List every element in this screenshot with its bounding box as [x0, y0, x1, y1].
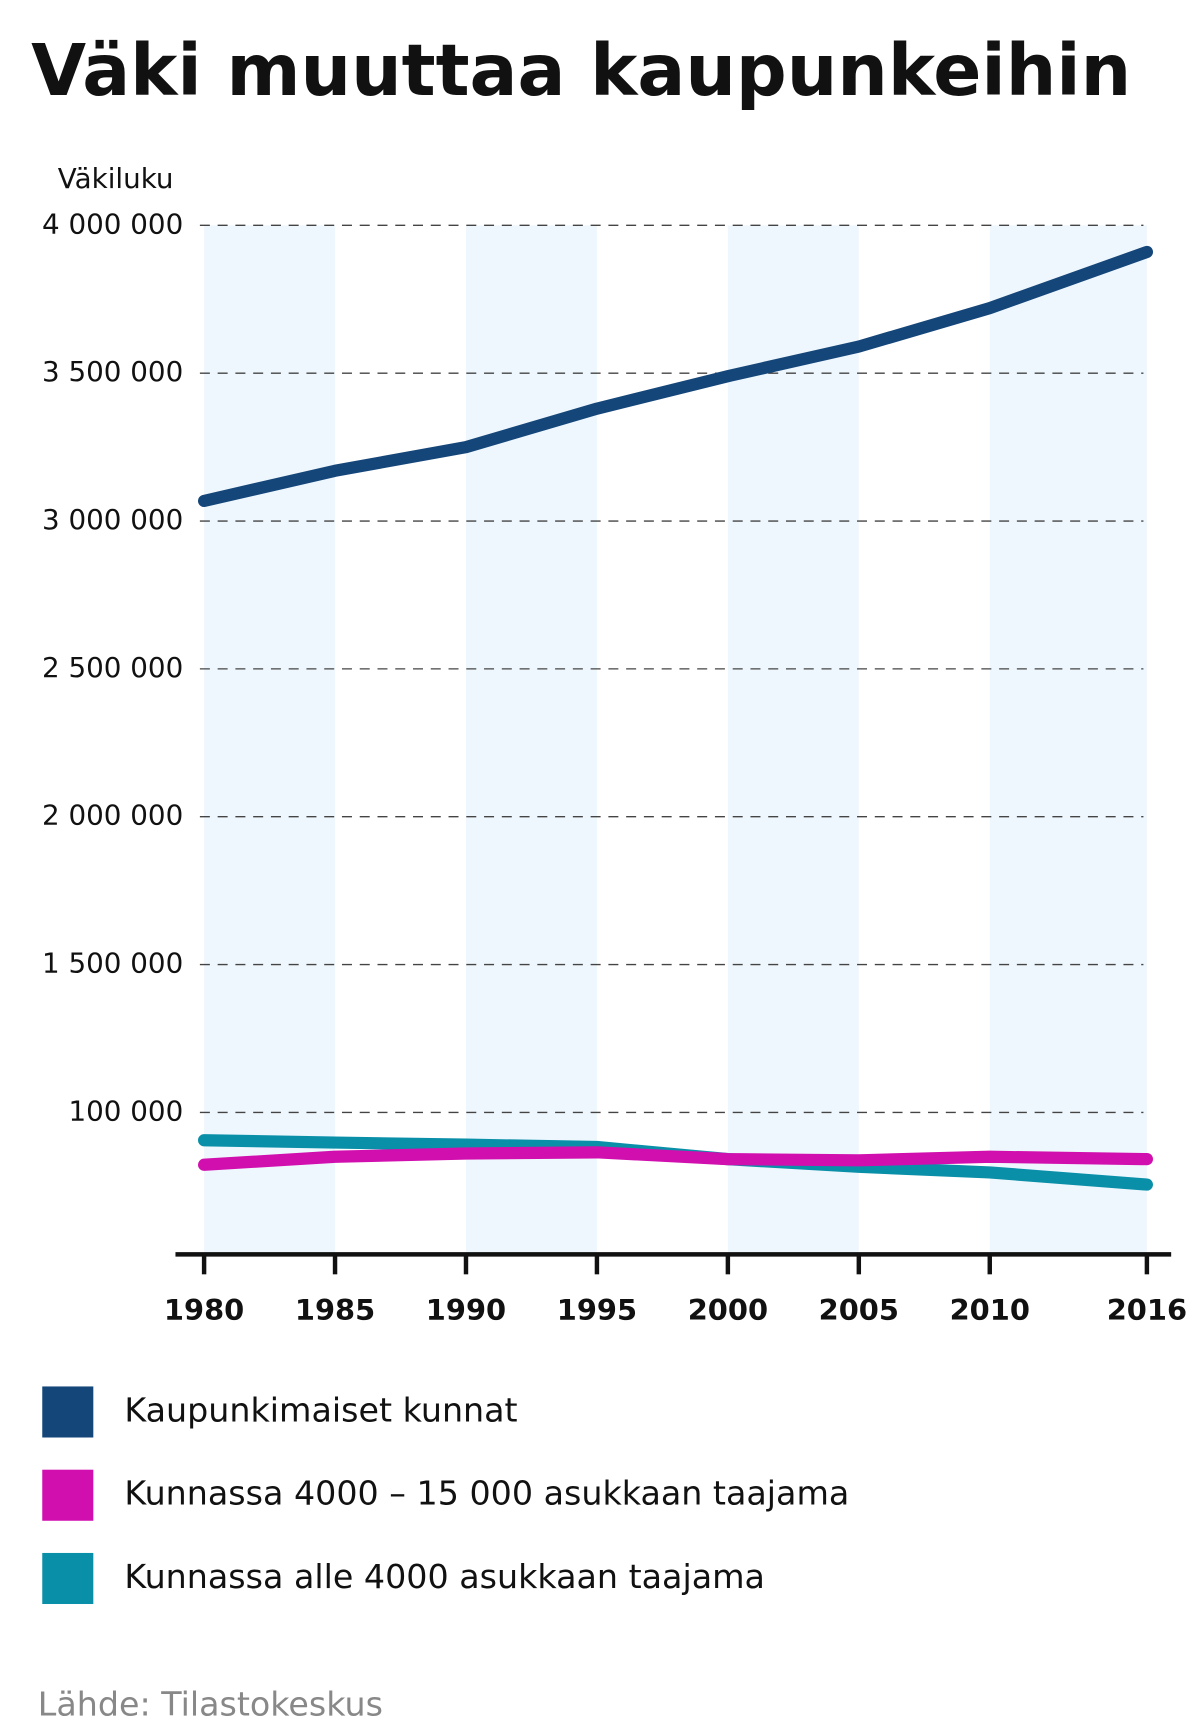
- x-tick-label: 1990: [426, 1293, 506, 1327]
- legend-label: Kunnassa alle 4000 asukkaan taajama: [124, 1557, 765, 1596]
- x-tick-label: 2005: [819, 1293, 899, 1327]
- series-line: [197, 1146, 1153, 1171]
- y-tick-label: 4 000 000: [42, 207, 183, 240]
- band: [204, 225, 336, 1255]
- legend-label: Kaupunkimaiset kunnat: [124, 1390, 517, 1429]
- y-tick-label: 2 000 000: [42, 799, 183, 832]
- source: Lähde: Tilastokeskus: [38, 1685, 383, 1724]
- y-tick-label: 3 000 000: [42, 503, 183, 536]
- y-tick-label: 3 500 000: [42, 355, 183, 388]
- chart-title: Väki muuttaa kaupunkeihin: [31, 29, 1131, 112]
- legend-label: Kunnassa 4000 – 15 000 asukkaan taajama: [124, 1474, 849, 1513]
- legend-swatch: [42, 1552, 94, 1605]
- y-tick-label: 1 500 000: [42, 947, 183, 980]
- x-tick-label: 1985: [295, 1293, 375, 1327]
- x-tick-label: 2000: [688, 1293, 768, 1327]
- y-tick-label: 100 000: [68, 1094, 183, 1127]
- band: [465, 225, 597, 1255]
- x-tick-label: 1995: [557, 1293, 637, 1327]
- x-tick-label: 2016: [1107, 1293, 1187, 1327]
- legend-swatch: [42, 1469, 94, 1521]
- legend-swatch: [42, 1386, 94, 1438]
- band: [727, 225, 859, 1255]
- x-tick-label: 1980: [164, 1293, 244, 1327]
- x-tick-label: 2010: [950, 1293, 1030, 1327]
- series-line: [197, 245, 1153, 508]
- band: [989, 225, 1147, 1255]
- y-axis-label: Väkiluku: [58, 162, 174, 195]
- y-tick-label: 2 500 000: [42, 651, 183, 684]
